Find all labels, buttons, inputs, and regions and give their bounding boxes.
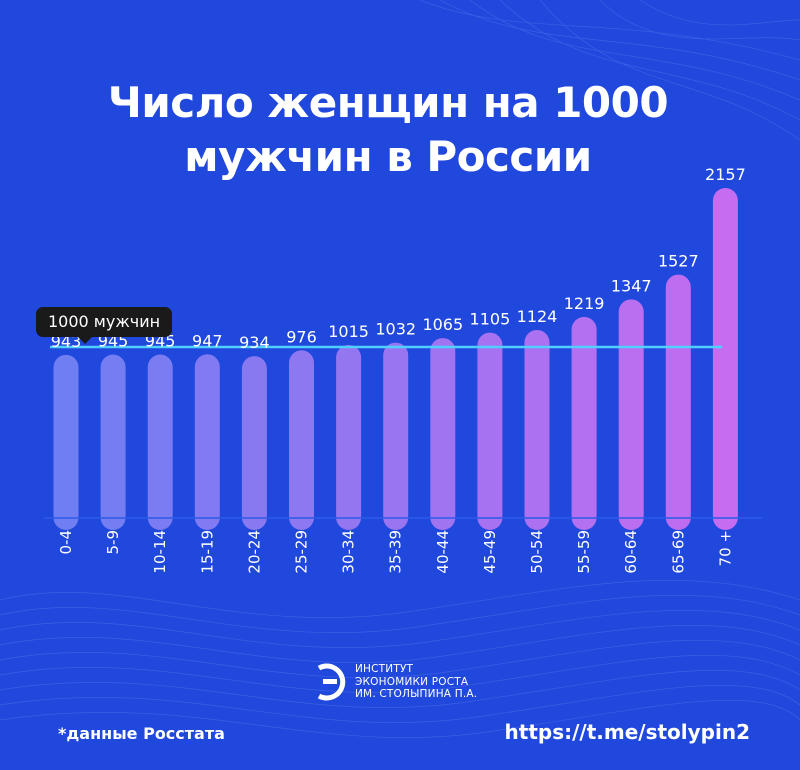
bar-65-69: [665, 274, 691, 530]
category-label: 0-4: [57, 530, 75, 555]
category-label: 55-59: [575, 530, 593, 574]
category-label: 50-54: [528, 530, 546, 574]
bar-10-14: [147, 354, 173, 530]
bar-45-49: [477, 332, 503, 530]
institute-logo-icon: [317, 663, 346, 701]
category-label: 60-64: [622, 530, 640, 574]
value-label: 1124: [517, 307, 558, 326]
value-label: 1015: [328, 322, 369, 341]
value-label: 934: [239, 333, 270, 352]
value-label: 1347: [611, 276, 652, 295]
value-label: 2157: [705, 165, 746, 184]
bar-20-24: [241, 356, 267, 530]
bar-55-59: [571, 316, 597, 530]
bar-60-64: [618, 299, 644, 530]
source-footnote: *данные Росстата: [58, 724, 225, 743]
value-label: 1032: [375, 320, 416, 339]
bar-50-54: [524, 329, 550, 530]
logo-line1: ИНСТИТУТ: [355, 663, 414, 676]
value-label: 947: [192, 331, 223, 350]
value-label: 1219: [564, 294, 605, 313]
category-label: 15-19: [198, 530, 216, 574]
category-label: 35-39: [387, 530, 405, 574]
category-label: 40-44: [434, 530, 452, 574]
institute-logo: ИНСТИТУТ ЭКОНОМИКИ РОСТА ИМ. СТОЛЫПИНА П…: [313, 660, 477, 704]
category-label: 10-14: [151, 530, 169, 574]
chart-title-line2: мужчин в России: [184, 132, 592, 181]
bar-chart: 9430-49455-994510-1494715-1993420-249762…: [44, 165, 762, 574]
category-label: 45-49: [481, 530, 499, 574]
value-label: 1527: [658, 252, 699, 271]
reference-line-label: 1000 мужчин: [36, 307, 173, 344]
telegram-link[interactable]: https://t.me/stolypin2: [504, 720, 750, 744]
category-label: 70 +: [716, 530, 734, 566]
category-label: 20-24: [245, 530, 263, 574]
category-label: 65-69: [669, 530, 687, 574]
bar-30-34: [336, 344, 362, 530]
bar-25-29: [289, 350, 314, 530]
chart-title: Число женщин на 1000 мужчин в России: [0, 76, 776, 184]
logo-line2: ЭКОНОМИКИ РОСТА: [355, 675, 469, 688]
bar-40-44: [430, 338, 456, 530]
bar-0-4: [53, 354, 79, 530]
bar-5-9: [100, 354, 126, 530]
bar-15-19: [194, 354, 220, 530]
logo-line3: ИМ. СТОЛЫПИНА П.А.: [355, 688, 478, 701]
bar-35-39: [383, 342, 409, 530]
institute-logo-text: ИНСТИТУТ ЭКОНОМИКИ РОСТА ИМ. СТОЛЫПИНА П…: [355, 663, 477, 701]
category-label: 5-9: [104, 530, 122, 555]
value-label: 1105: [470, 310, 511, 329]
bar-70: [712, 188, 738, 530]
chart-title-line1: Число женщин на 1000: [107, 78, 669, 127]
value-label: 1065: [422, 315, 463, 334]
category-label: 30-34: [340, 530, 358, 574]
category-label: 25-29: [293, 530, 311, 574]
value-label: 976: [286, 327, 317, 346]
